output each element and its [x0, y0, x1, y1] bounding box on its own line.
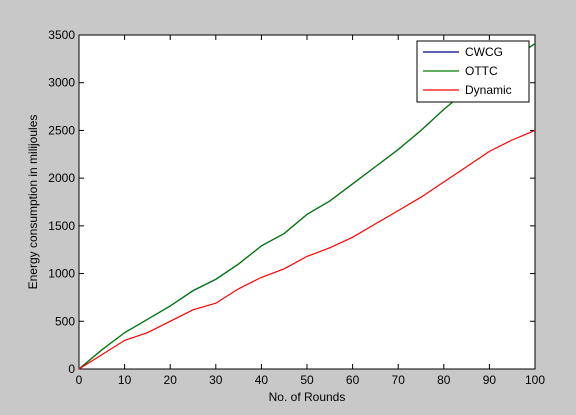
x-tick-label: 30: [209, 373, 223, 387]
x-tick-label: 0: [76, 373, 83, 387]
x-tick-label: 50: [300, 373, 314, 387]
axis-ticks: 0 10 20 30 40 50 60 70 80 90 100050010001500200025…: [48, 28, 545, 387]
y-tick-label: 3000: [48, 76, 75, 90]
y-tick-label: 1500: [48, 219, 75, 233]
legend-label: CWCG: [465, 45, 503, 59]
y-axis-label: Energy consumption in milijoules: [26, 115, 40, 290]
x-axis-label: No. of Rounds: [269, 390, 346, 404]
y-tick-label: 1000: [48, 267, 75, 281]
x-tick-label: 100: [525, 373, 545, 387]
legend-label: Dynamic: [465, 83, 512, 97]
x-tick-label: 90: [483, 373, 497, 387]
x-tick-label: 20: [164, 373, 178, 387]
x-tick-label: 80: [437, 373, 451, 387]
y-tick-label: 500: [55, 314, 75, 328]
x-tick-label: 40: [255, 373, 269, 387]
x-tick-label: 10: [118, 373, 132, 387]
series-line-dynamic: [78, 129, 536, 370]
x-tick-label: 70: [392, 373, 406, 387]
y-tick-label: 0: [68, 362, 75, 376]
y-tick-label: 2000: [48, 171, 75, 185]
legend-label: OTTC: [465, 64, 498, 78]
y-tick-label: 2500: [48, 123, 75, 137]
y-tick-label: 3500: [48, 28, 75, 42]
legend: CWCG OTTC Dynamic: [416, 40, 530, 103]
x-tick-label: 60: [346, 373, 360, 387]
